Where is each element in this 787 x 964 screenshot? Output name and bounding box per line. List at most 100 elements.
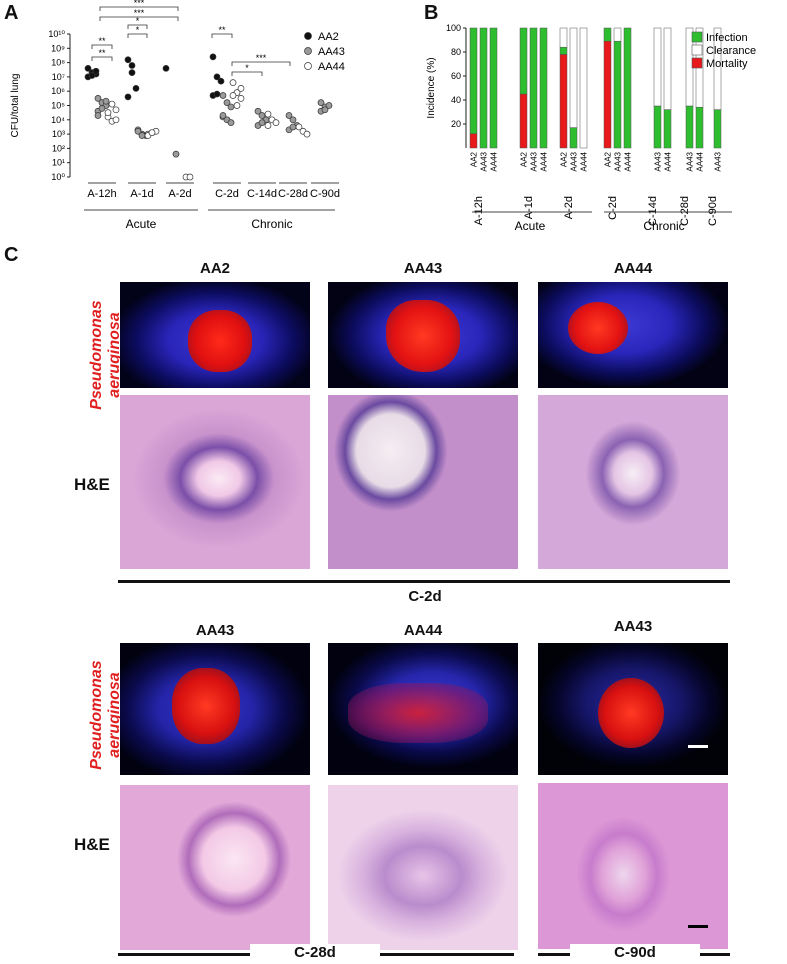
chart-b-bar-infection	[559, 46, 568, 55]
chart-b-timepoint-label: A-1d	[523, 196, 535, 219]
chart-a-y-tick-label: 10⁹	[51, 43, 65, 53]
chart-b-bar-mortality	[519, 93, 528, 149]
chart-a-x-label: C-90d	[310, 188, 340, 200]
chart-a-sig-label: **	[218, 25, 226, 35]
chart-a-y-tick-label: 10⁰	[51, 172, 65, 182]
chart-a-sig-label: *	[136, 16, 140, 26]
chart-a-x-label: C-14d	[247, 188, 277, 200]
chart-b-strain-label: AA43	[480, 151, 489, 171]
chart-b-y-tick-label: 100	[446, 23, 461, 33]
chart-b-legend-label: Infection	[706, 32, 748, 44]
chart-b-bar-infection	[529, 27, 538, 149]
chart-b-bar-infection	[685, 105, 694, 149]
chart-a-point-aa2	[213, 90, 221, 98]
chart-b-timepoint-label: A-12h	[473, 196, 485, 225]
chart-b-bar-infection	[539, 27, 548, 149]
chart-a-point-aa43	[98, 105, 106, 112]
chart-b-group-chronic: Chronic	[643, 219, 684, 233]
chart-a-point-aa44	[272, 119, 280, 127]
fish-image-c28d-aa44	[328, 643, 518, 775]
chart-a-sig-label: ***	[134, 8, 145, 18]
chart-a-y-tick-label: 10³	[52, 129, 65, 139]
chart-a-point-aa44	[104, 109, 112, 117]
chart-b-strain-label: AA44	[664, 151, 673, 171]
chart-b-legend-swatch	[691, 57, 703, 69]
chart-b-bar-infection	[603, 27, 612, 42]
chart-a-y-tick-label: 10⁵	[51, 101, 65, 111]
chart-b-bar-clearance	[663, 27, 672, 110]
row-label-he-top: H&E	[74, 475, 110, 494]
chart-a-sig-label: ***	[134, 0, 145, 8]
chart-a-y-tick-label: 10¹⁰	[48, 29, 65, 39]
column-title-bottom-2: AA44	[403, 622, 443, 639]
chart-b-bar-clearance	[559, 27, 568, 48]
chart-a-sig-label: ***	[256, 53, 267, 63]
chart-b-bar-clearance	[579, 27, 588, 149]
he-image-c28d-aa43	[120, 785, 310, 950]
chart-a-y-label: CFU/total lung	[10, 74, 21, 138]
chart-b-timepoint-label: C-28d	[679, 196, 691, 226]
chart-b-strain-label: AA43	[654, 151, 663, 171]
chart-a-y-tick-label: 10²	[52, 143, 65, 153]
column-title-aa2: AA2	[199, 260, 230, 277]
chart-a-point-aa43	[94, 112, 102, 119]
chart-b-strain-label: AA44	[696, 151, 705, 171]
chart-a-group-acute: Acute	[126, 217, 157, 231]
chart-a-point-aa2	[128, 62, 136, 69]
chart-a-sig-label: *	[136, 25, 140, 35]
chart-a-point-aa43	[172, 150, 180, 158]
chart-a-legend-marker	[304, 62, 312, 70]
chart-b-bar-infection	[713, 109, 722, 149]
fish-image-aa44	[538, 282, 728, 388]
chart-b-strain-label: AA44	[540, 151, 549, 171]
chart-b-bar-infection	[489, 27, 498, 149]
chart-a-point-aa2	[217, 77, 225, 85]
chart-a-point-aa43	[289, 116, 297, 124]
chart-a-x-label: A-2d	[168, 188, 191, 200]
chart-a-y-tick-label: 10⁶	[51, 86, 65, 96]
chart-a-point-aa44	[186, 173, 194, 181]
chart-b-strain-label: AA43	[714, 151, 723, 171]
column-title-bottom-3: AA43	[613, 618, 653, 635]
chart-a-sig-bracket	[91, 56, 113, 61]
row-label-he-bottom: H&E	[74, 835, 110, 854]
panel-letter-a: A	[4, 2, 19, 24]
chart-b-bar-clearance	[613, 27, 622, 42]
he-image-aa44	[538, 395, 728, 569]
chart-b-legend-swatch	[691, 44, 703, 56]
chart-a-point-aa2	[132, 84, 140, 92]
chart-a-point-aa43	[325, 102, 333, 109]
chart-b-strain-label: AA2	[604, 151, 613, 167]
chart-b-timepoint-label: A-2d	[563, 196, 575, 219]
chart-a-group-chronic: Chronic	[251, 217, 292, 231]
chart-a-point-aa44	[229, 79, 237, 86]
chart-a-point-aa44	[237, 84, 245, 92]
he-image-c28d-aa44	[328, 785, 518, 950]
chart-a-point-aa44	[233, 102, 241, 109]
chart-a-point-aa2	[124, 56, 132, 64]
chart-b-legend-label: Clearance	[706, 45, 756, 57]
chart-a-sig-label: **	[98, 36, 106, 46]
chart-b-strain-label: AA2	[560, 151, 569, 167]
chart-a-sig-bracket	[91, 44, 113, 49]
panel-letter-c: C	[4, 244, 19, 266]
chart-a-point-aa43	[317, 99, 325, 106]
chart-a-point-aa2	[84, 64, 92, 72]
chart-a-sig-bracket	[99, 6, 179, 11]
chart-a-point-aa44	[264, 110, 272, 118]
chart-b-strain-label: AA2	[470, 151, 479, 167]
chart-a-point-aa43	[227, 103, 235, 111]
chart-b-y-tick-label: 20	[451, 119, 461, 129]
chart-b-timepoint-label: C-14d	[647, 196, 659, 226]
chart-a-point-aa43	[254, 107, 262, 115]
chart-a-point-aa43	[227, 119, 235, 127]
fish-image-c90d-aa43	[538, 643, 728, 775]
chart-a-point-aa2	[209, 53, 217, 61]
chart-a-point-aa43	[258, 119, 266, 127]
chart-b-bar-infection	[519, 27, 528, 95]
chart-b-strain-label: AA43	[570, 151, 579, 171]
chart-b-legend-label: Mortality	[706, 58, 748, 70]
chart-b-bar-mortality	[603, 40, 612, 149]
chart-a-sig-bracket	[127, 24, 148, 29]
chart-a-cfu: 10⁰ 10¹ 10² 10³ 10⁴ 10⁵ 10⁶ 10⁷ 10⁸ 10⁹ 10¹⁰ CFU/to…	[10, 0, 345, 231]
